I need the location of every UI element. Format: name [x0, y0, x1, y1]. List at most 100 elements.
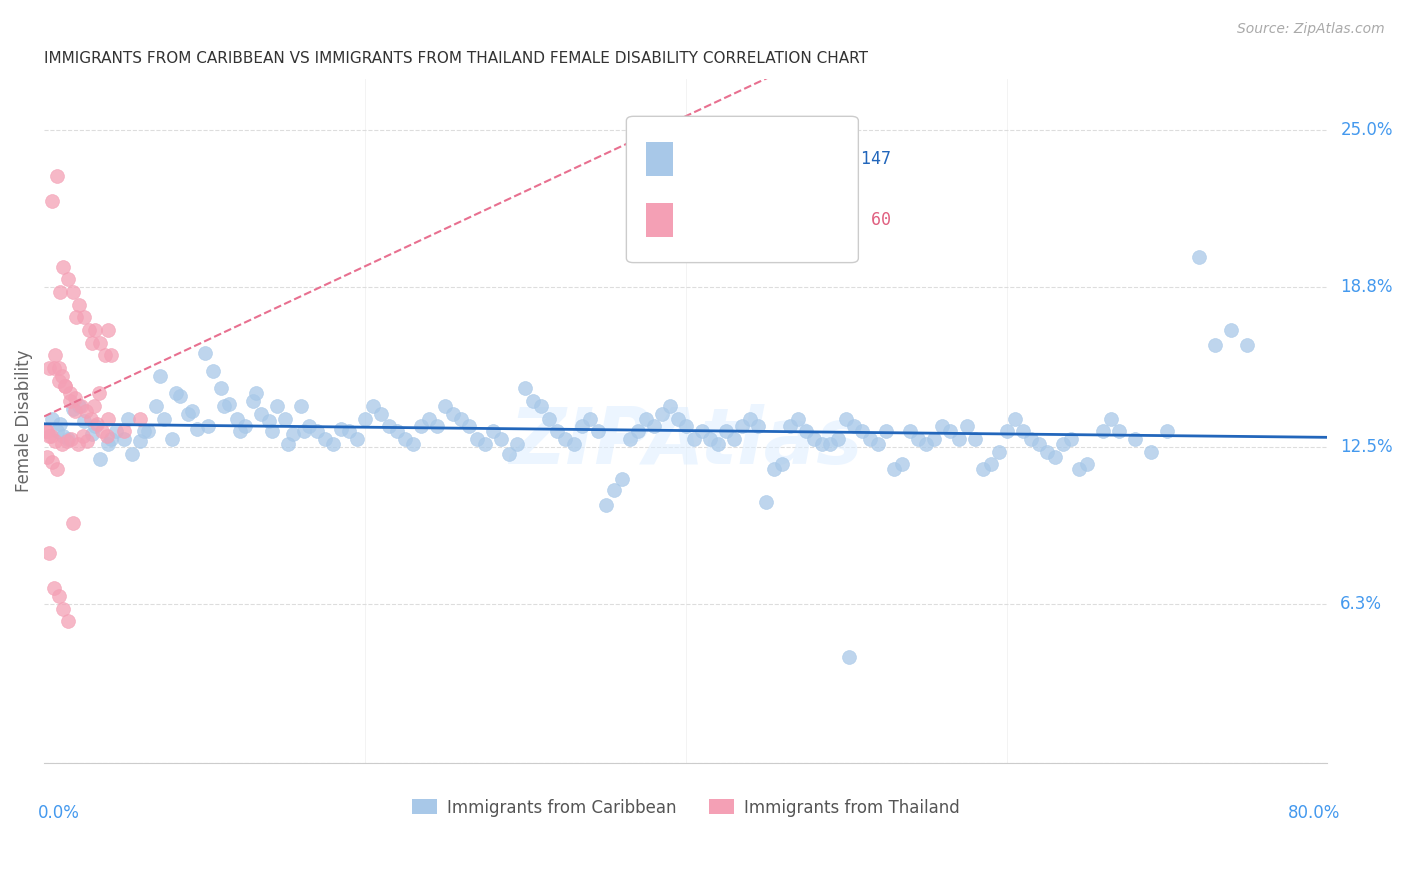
Point	[41, 455, 63, 469]
Point	[186, 422, 208, 436]
Point	[859, 432, 882, 446]
Point	[787, 411, 810, 425]
Point	[62, 401, 84, 416]
Text: 25.0%: 25.0%	[1340, 121, 1393, 139]
Point	[337, 425, 360, 439]
Point	[675, 419, 697, 434]
Point	[41, 194, 63, 208]
Point	[491, 432, 513, 446]
Point	[149, 368, 172, 383]
Point	[38, 546, 60, 560]
Point	[201, 363, 224, 377]
Point	[818, 437, 841, 451]
Point	[39, 429, 62, 443]
Point	[939, 425, 962, 439]
Point	[62, 285, 84, 299]
Point	[931, 419, 953, 434]
Point	[46, 462, 69, 476]
Point	[1091, 425, 1114, 439]
Point	[41, 411, 63, 425]
Point	[94, 348, 117, 362]
Point	[1220, 323, 1243, 337]
Point	[1004, 411, 1026, 425]
Point	[86, 417, 108, 431]
Point	[169, 389, 191, 403]
Point	[292, 425, 315, 439]
Point	[915, 437, 938, 451]
Point	[838, 649, 860, 664]
Point	[257, 414, 280, 428]
Point	[329, 422, 352, 436]
Point	[60, 432, 83, 446]
Point	[44, 434, 66, 449]
Point	[1140, 444, 1163, 458]
Point	[180, 404, 202, 418]
Point	[73, 310, 96, 325]
Point	[418, 411, 440, 425]
Text: ZIPAtlas: ZIPAtlas	[509, 404, 862, 480]
Point	[1043, 450, 1066, 464]
Point	[666, 411, 689, 425]
Point	[610, 473, 633, 487]
Point	[97, 411, 120, 425]
Point	[322, 437, 344, 451]
Point	[1052, 437, 1074, 451]
Point	[83, 399, 105, 413]
Point	[779, 419, 801, 434]
Point	[105, 425, 128, 439]
Point	[72, 429, 94, 443]
Point	[90, 425, 112, 439]
Point	[731, 419, 754, 434]
Point	[530, 399, 553, 413]
Point	[56, 272, 79, 286]
Point	[266, 399, 288, 413]
Point	[129, 434, 152, 449]
Text: Source: ZipAtlas.com: Source: ZipAtlas.com	[1237, 22, 1385, 37]
Point	[52, 260, 75, 274]
Point	[63, 404, 86, 418]
Point	[197, 419, 219, 434]
Point	[465, 432, 488, 446]
Point	[770, 458, 793, 472]
Point	[627, 425, 650, 439]
Point	[595, 498, 617, 512]
Point	[554, 432, 576, 446]
Point	[87, 386, 110, 401]
Point	[1028, 437, 1050, 451]
Point	[46, 169, 69, 183]
Point	[602, 483, 624, 497]
Point	[48, 361, 70, 376]
Point	[354, 411, 377, 425]
Point	[56, 432, 79, 446]
Point	[193, 346, 215, 360]
Point	[67, 298, 90, 312]
Point	[844, 419, 866, 434]
Text: 80.0%: 80.0%	[1288, 805, 1340, 822]
Point	[97, 323, 120, 337]
Point	[281, 426, 304, 441]
Point	[84, 323, 107, 337]
Point	[35, 425, 58, 439]
Point	[1236, 338, 1258, 352]
Point	[97, 437, 120, 451]
Point	[225, 411, 247, 425]
Text: R =  -0.096   N =  60: R = -0.096 N = 60	[682, 211, 891, 228]
Point	[980, 458, 1002, 472]
Point	[426, 419, 449, 434]
Point	[875, 425, 897, 439]
Point	[51, 437, 73, 451]
Point	[643, 419, 665, 434]
Point	[53, 378, 76, 392]
Point	[112, 432, 135, 446]
Y-axis label: Female Disability: Female Disability	[15, 350, 32, 492]
Point	[411, 419, 433, 434]
Point	[851, 425, 873, 439]
Point	[100, 432, 122, 446]
Point	[506, 437, 529, 451]
Point	[242, 394, 264, 409]
Point	[378, 419, 401, 434]
Point	[89, 452, 111, 467]
Point	[707, 437, 730, 451]
Point	[38, 429, 60, 443]
Point	[891, 458, 914, 472]
